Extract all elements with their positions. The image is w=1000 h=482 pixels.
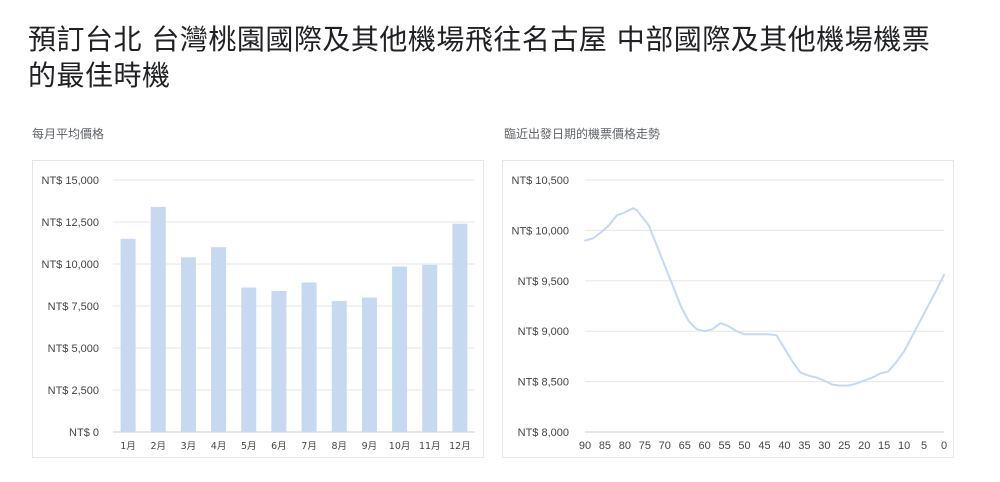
x-tick-label: 5 (921, 440, 927, 452)
x-tick-label: 70 (659, 440, 671, 452)
x-tick-label: 3月 (181, 441, 197, 452)
y-tick-label: NT$ 12,500 (42, 217, 99, 229)
bar (211, 247, 227, 432)
x-tick-label: 12月 (449, 441, 471, 452)
x-tick-label: 20 (858, 440, 870, 452)
y-tick-label: NT$ 8,000 (518, 427, 569, 439)
x-tick-label: 9月 (362, 441, 378, 452)
x-tick-label: 85 (599, 440, 611, 452)
x-tick-label: 45 (758, 440, 770, 452)
price-trend-line (584, 207, 945, 387)
x-tick-label: 65 (679, 440, 691, 452)
y-tick-label: NT$ 0 (69, 427, 99, 439)
x-tick-label: 25 (838, 440, 850, 452)
x-tick-label: 11月 (419, 441, 441, 452)
x-tick-label: 90 (579, 440, 591, 452)
y-tick-label: NT$ 2,500 (48, 385, 99, 397)
bar (422, 264, 438, 432)
bar (241, 287, 257, 432)
bar (392, 266, 408, 432)
bar (150, 206, 166, 432)
y-tick-label: NT$ 5,000 (48, 343, 99, 355)
x-tick-label: 40 (778, 440, 790, 452)
bar-chart-label: 每月平均價格 (32, 127, 105, 141)
y-tick-label: NT$ 15,000 (42, 175, 99, 187)
bar-chart-svg: NT$ 0 NT$ 2,500 NT$ 5,000 NT$ 7,500 NT$ 10,0… (42, 175, 475, 452)
y-tick-label: NT$ 9,000 (518, 326, 569, 338)
x-tick-label: 2月 (150, 441, 166, 452)
x-tick-label: 5月 (241, 441, 257, 452)
x-tick-label: 8月 (331, 441, 347, 452)
x-tick-label: 7月 (301, 441, 317, 452)
x-tick-label: 6月 (271, 441, 287, 452)
y-tick-label: NT$ 7,500 (48, 301, 99, 313)
bar (120, 238, 136, 432)
x-tick-label: 60 (699, 440, 711, 452)
bar (271, 290, 287, 432)
x-tick-label: 10月 (389, 441, 411, 452)
x-tick-label: 80 (619, 440, 631, 452)
x-tick-label: 15 (878, 440, 890, 452)
x-tick-label: 55 (718, 440, 730, 452)
x-tick-label: 30 (818, 440, 830, 452)
line-chart-label: 臨近出發日期的機票價格走勢 (504, 127, 661, 141)
x-tick-label: 0 (941, 440, 947, 452)
x-tick-label: 50 (738, 440, 750, 452)
bar (301, 282, 317, 432)
x-tick-label: 35 (798, 440, 810, 452)
x-tick-label: 75 (639, 440, 651, 452)
bar (331, 300, 347, 432)
bar (452, 223, 468, 432)
page-title: 預訂台北 台灣桃園國際及其他機場飛往名古屋 中部國際及其他機場機票的最佳時機 (28, 23, 931, 92)
x-tick-label: 10 (898, 440, 910, 452)
y-tick-label: NT$ 10,000 (42, 259, 99, 271)
line-chart-svg: NT$ 8,000 NT$ 8,500 NT$ 9,000 NT$ 9,500 NT$ … (512, 175, 948, 452)
bar (180, 257, 196, 432)
bar (361, 297, 377, 432)
y-tick-label: NT$ 10,000 (512, 225, 569, 237)
price-trend-chart: NT$ 8,000 NT$ 8,500 NT$ 9,000 NT$ 9,500 NT$ … (502, 160, 954, 458)
monthly-price-chart: NT$ 0 NT$ 2,500 NT$ 5,000 NT$ 7,500 NT$ 10,0… (32, 160, 484, 458)
y-tick-label: NT$ 8,500 (518, 377, 569, 389)
y-tick-label: NT$ 10,500 (512, 175, 569, 187)
y-tick-label: NT$ 9,500 (518, 276, 569, 288)
x-tick-label: 1月 (120, 441, 136, 452)
x-tick-label: 4月 (211, 441, 227, 452)
